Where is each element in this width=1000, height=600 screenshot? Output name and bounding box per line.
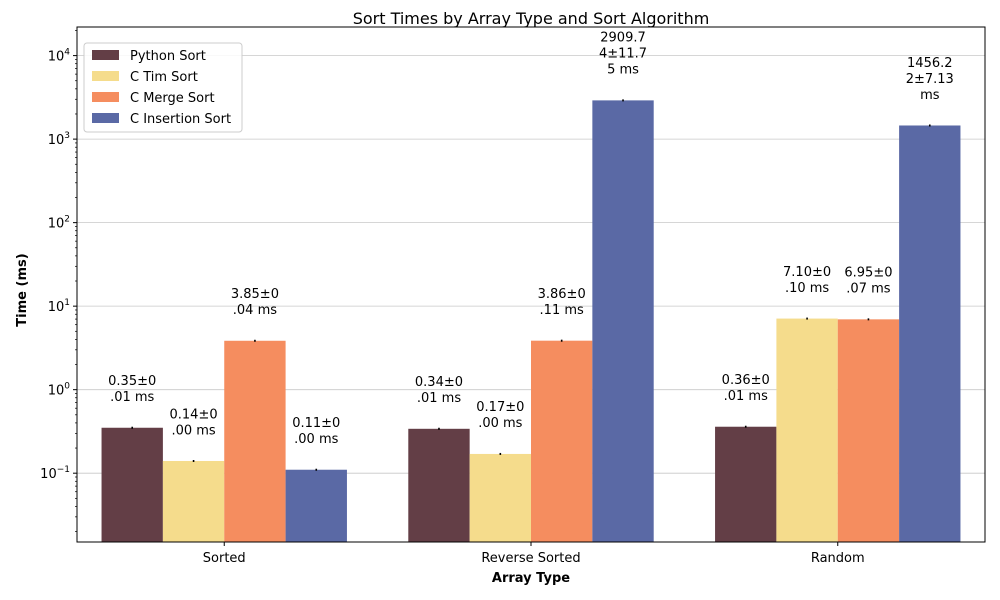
bar-value-label: 0.17±0 [476,400,524,415]
bar-labels-layer: 0.35±0.01 ms0.34±0.01 ms0.36±0.01 ms0.14… [108,31,954,447]
bar [469,453,531,542]
y-tick-label: 102 [48,215,70,232]
bar-value-label: .04 ms [233,303,277,318]
bar-value-label: .00 ms [294,432,338,447]
bar-value-label: 0.11±0 [292,416,340,431]
bar-value-label: 0.36±0 [722,373,770,388]
bar [224,340,286,542]
legend-swatch [92,71,119,81]
bar-value-label: .00 ms [478,416,522,431]
bar [592,100,654,542]
legend-label: C Insertion Sort [130,112,231,127]
bar-value-label: 0.14±0 [170,407,218,422]
y-axis-label: Time (ms) [15,253,30,326]
bar-value-label: 4±11.7 [599,47,647,62]
bar-value-label: 1456.2 [907,56,953,71]
bar [715,426,777,542]
x-axis: Sorted Reverse Sorted Random [203,542,865,566]
legend-box [83,42,243,133]
legend-swatch [92,92,119,102]
bar-value-label: 6.95±0 [844,266,892,281]
x-tick-label: Sorted [203,551,246,566]
bar-value-label: 0.35±0 [108,374,156,389]
bar [101,427,163,542]
legend-swatch [92,50,119,60]
bar-value-label: 3.85±0 [231,287,279,302]
bar [162,460,225,542]
bar-value-label: .01 ms [110,390,154,405]
bar-value-label: 3.86±0 [538,287,586,302]
error-bars-layer [131,99,931,471]
bar [408,428,470,542]
bar-value-label: .00 ms [171,423,215,438]
y-axis: 10−1 100 101 102 103 104 [40,30,77,532]
bar-value-label: .10 ms [785,281,829,296]
legend-label: C Merge Sort [130,91,215,106]
bar-value-label: 0.34±0 [415,375,463,390]
x-tick-label: Random [811,551,865,566]
legend: Python Sort C Tim Sort C Merge Sort C Inser… [83,42,243,133]
bar-value-label: .01 ms [417,391,461,406]
bar [899,125,961,542]
legend-label: C Tim Sort [130,70,198,85]
bar-value-label: 7.10±0 [783,265,831,280]
bar [531,340,593,542]
bar [776,318,838,542]
y-tick-label: 104 [48,48,71,65]
bar-value-label: .11 ms [540,303,584,318]
x-tick-label: Reverse Sorted [481,551,580,566]
y-tick-label: 103 [48,131,70,148]
legend-label: Python Sort [130,49,206,64]
bar-value-label: 5 ms [607,63,639,78]
bar-value-label: 2±7.13 [906,72,954,87]
bar-value-label: .07 ms [846,282,890,297]
y-tick-label: 100 [48,382,71,399]
bar [837,319,900,542]
y-tick-label: 101 [48,298,70,315]
chart-title: Sort Times by Array Type and Sort Algori… [353,9,710,28]
legend-swatch [92,113,119,123]
bar-value-label: .01 ms [724,389,768,404]
x-axis-label: Array Type [492,571,570,586]
bar-value-label: 2909.7 [600,31,646,46]
bars-layer [101,100,961,542]
bar-value-label: ms [920,88,940,103]
y-tick-label: 10−1 [40,465,70,482]
bar [285,469,347,542]
